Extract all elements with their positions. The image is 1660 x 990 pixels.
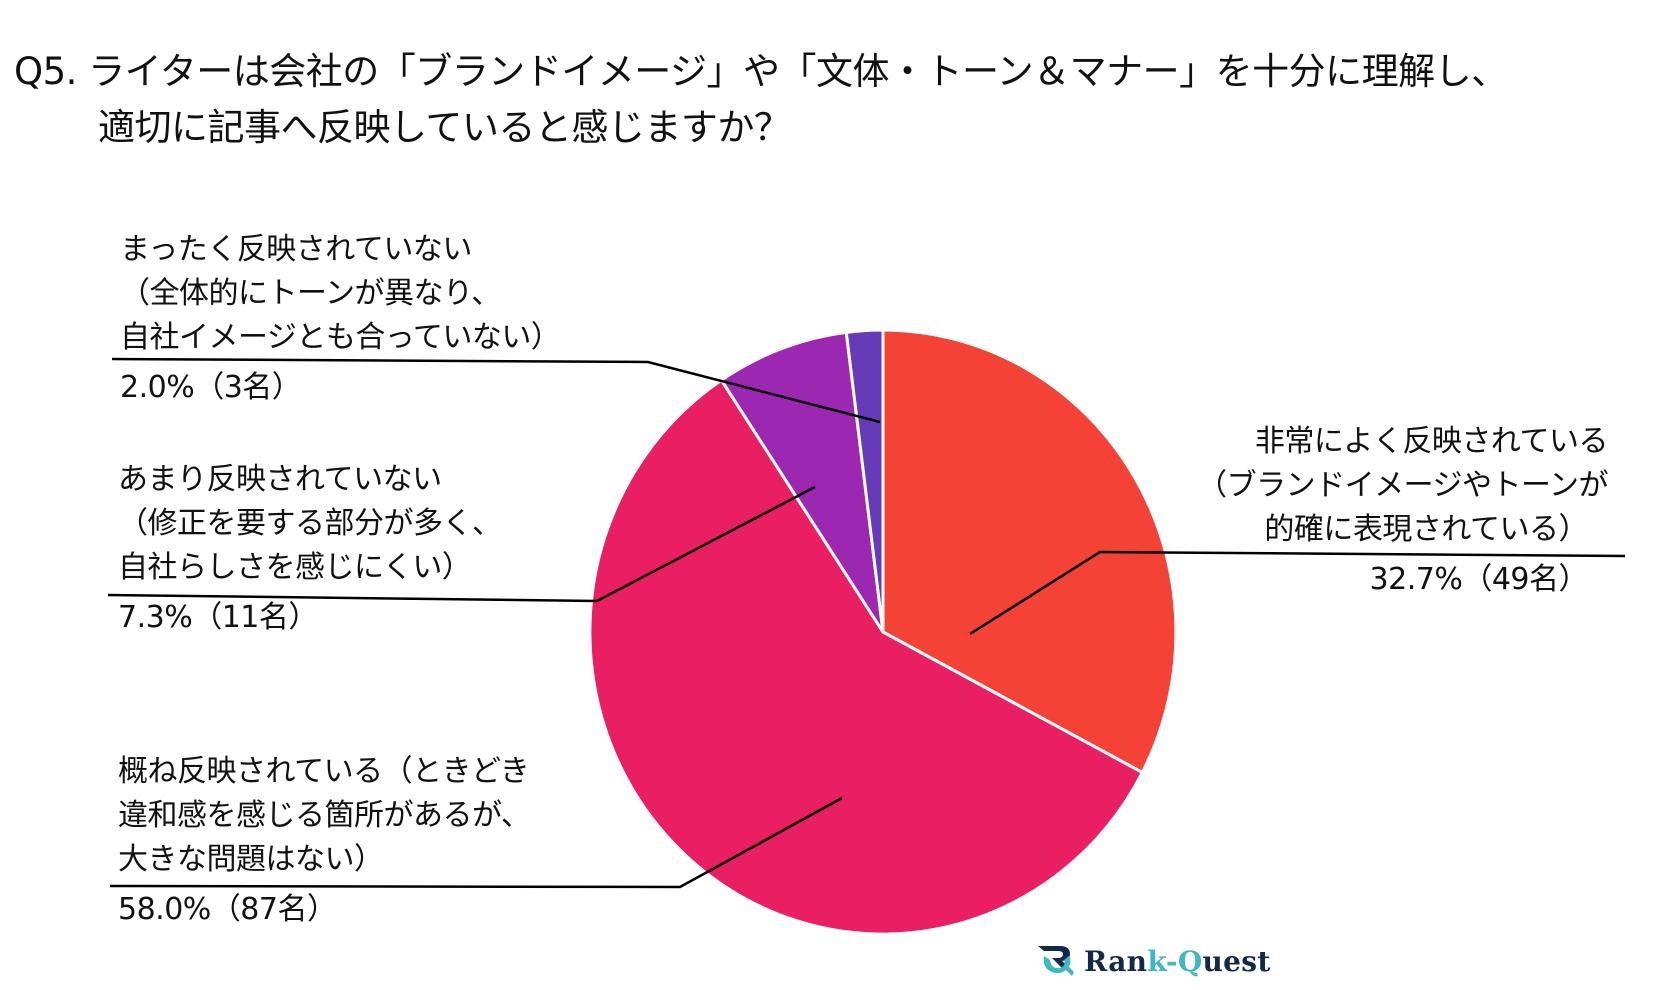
pie-slice-very-well	[881, 328, 1178, 775]
rank-quest-logo-icon	[1038, 946, 1074, 976]
label-percentage: 7.3%（11名）	[118, 600, 318, 635]
label-text: 非常によく反映されている	[1254, 424, 1609, 459]
rank-quest-logo: Rank-Quest	[1036, 944, 1271, 978]
chart-title: Q5. ライターは会社の「ブランドイメージ」や「文体・トーン＆マナー」を十分に理…	[14, 44, 1508, 156]
rank-quest-logo-text: Rank-Quest	[1084, 945, 1271, 978]
logo-text-part: Ran	[1084, 944, 1148, 978]
label-text: 概ね反映されている（ときどき	[118, 754, 530, 789]
logo-text-part: -	[1165, 944, 1178, 978]
logo-text-part: k	[1147, 944, 1166, 978]
label-percentage: 2.0%（3名）	[120, 370, 302, 405]
label-text: 大きな問題はない）	[118, 842, 384, 877]
label-text: （ブランドイメージやトーンが	[1197, 468, 1608, 503]
logo-text-part: Q	[1177, 944, 1203, 978]
label-text: （修正を要する部分が多く、	[118, 506, 502, 541]
leader-line-not-at-all	[111, 357, 881, 424]
logo-text-part: uest	[1202, 944, 1271, 978]
label-very-well: 非常によく反映されている （ブランドイメージやトーンが 的確に表現されている） …	[1197, 420, 1608, 602]
chart-title-line-1: Q5. ライターは会社の「ブランドイメージ」や「文体・トーン＆マナー」を十分に理…	[14, 50, 1508, 93]
label-text: 的確に表現されている）	[1264, 512, 1588, 547]
label-not-at-all: まったく反映されていない （全体的にトーンが異なり、 自社イメージとも合っていな…	[120, 228, 561, 410]
label-percentage: 32.7%（49名）	[1369, 562, 1589, 597]
leader-line-not-much	[107, 485, 816, 603]
label-text: 違和感を感じる箇所があるが、	[118, 798, 531, 833]
pie-slice-not-at-all	[844, 328, 885, 633]
label-text: 自社らしさを感じにくい）	[118, 550, 472, 585]
pie-slice-not-much	[719, 330, 885, 633]
label-text: あまり反映されていない	[118, 462, 442, 497]
leader-line-very-well	[969, 550, 1626, 636]
label-text: まったく反映されていない	[120, 232, 472, 267]
label-percentage: 58.0%（87名）	[118, 892, 337, 927]
chart-title-line-2: 適切に記事へ反映していると感じますか？	[98, 106, 791, 149]
label-not-much: あまり反映されていない （修正を要する部分が多く、 自社らしさを感じにくい） 7…	[118, 458, 502, 640]
label-text: （全体的にトーンが異なり、	[120, 276, 501, 311]
label-text: 自社イメージとも合っていない）	[120, 320, 561, 355]
pie-slice-mostly	[588, 377, 1145, 936]
label-mostly: 概ね反映されている（ときどき 違和感を感じる箇所があるが、 大きな問題はない） …	[118, 750, 531, 932]
leader-line-mostly	[109, 796, 843, 889]
